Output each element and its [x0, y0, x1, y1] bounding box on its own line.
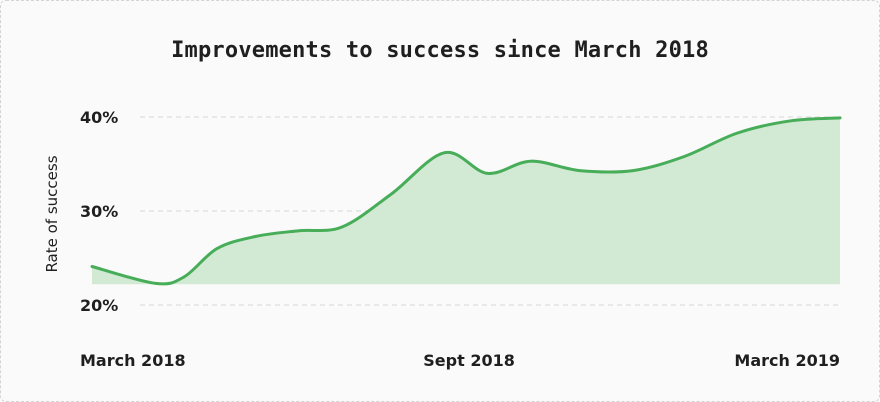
- x-tick-label: Sept 2018: [423, 351, 515, 370]
- y-tick-label: 30%: [80, 202, 118, 221]
- x-tick-label: March 2018: [80, 351, 186, 370]
- x-tick-label: March 2019: [734, 351, 840, 370]
- chart-title: Improvements to success since March 2018: [171, 38, 709, 63]
- y-tick-label: 40%: [80, 108, 118, 127]
- series-area: [92, 117, 840, 285]
- y-axis-ticks: 20% 30% 40%: [80, 108, 118, 315]
- series-line: [90, 116, 842, 286]
- x-axis-ticks: March 2018 Sept 2018 March 2019: [80, 351, 840, 370]
- y-tick-label: 20%: [80, 296, 118, 315]
